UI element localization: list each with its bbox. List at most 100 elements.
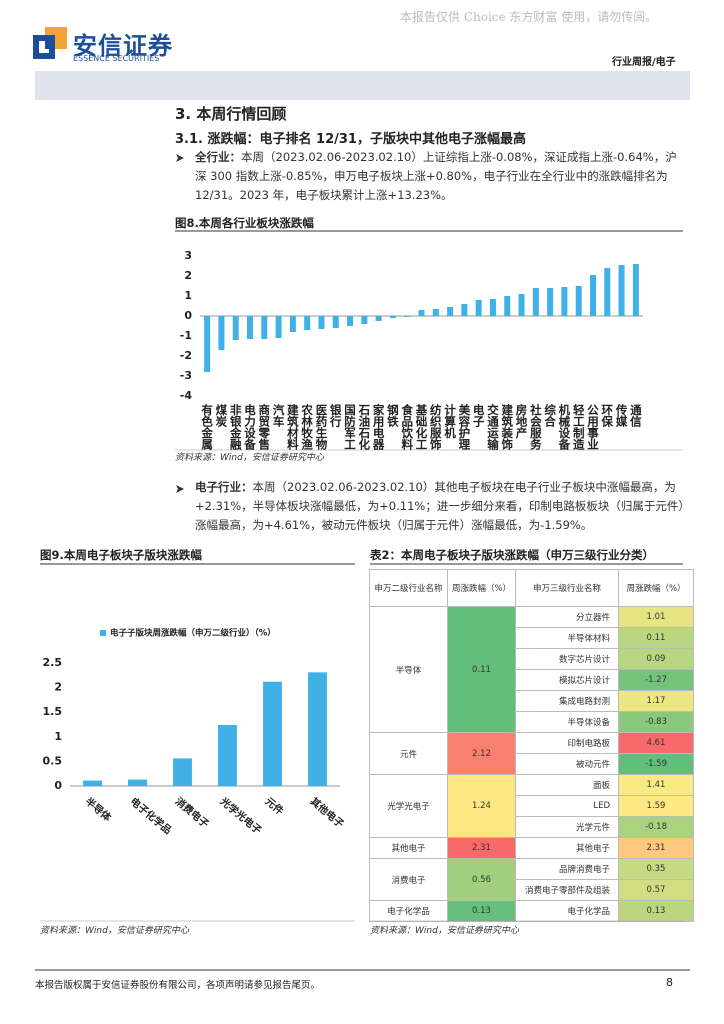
x-tick-label: 元件 xyxy=(263,795,287,818)
heading: 3. 本周行情回顾 xyxy=(175,105,287,123)
bar xyxy=(347,316,354,326)
table-row: 光学光电子 1.24 面板 1.41 xyxy=(369,774,694,838)
table-row: 半导体材料 0.11 xyxy=(370,627,694,649)
x-tick-label: 食品饮料 xyxy=(400,403,414,451)
y-tick-label: 2 xyxy=(184,269,192,282)
bar xyxy=(83,780,102,786)
x-tick-label: 非银金融 xyxy=(229,403,243,451)
x-tick-label: 计算机 xyxy=(443,403,457,439)
bar xyxy=(604,268,611,316)
bar xyxy=(128,779,147,786)
footer-note: 本报告版权属于安信证券股份有限公司，各项声明请参见报告尾页。 xyxy=(35,980,321,991)
logo-cn: 安信证券 xyxy=(73,32,173,60)
bar xyxy=(518,294,525,316)
y-tick-label: -2 xyxy=(180,349,192,362)
header-cell: 周涨跌幅（%） xyxy=(447,569,516,607)
bullet-label: 电子行业： xyxy=(195,480,253,494)
bar xyxy=(375,316,382,321)
x-tick-label: 纺织服饰 xyxy=(429,403,443,451)
bar xyxy=(318,316,325,329)
x-tick-label: 交通运输 xyxy=(486,403,500,451)
bullet-arrow xyxy=(176,154,184,162)
table-title: 表2：本周电子板块子版块涨跌幅（申万三级行业分类） xyxy=(370,548,654,562)
bar xyxy=(504,296,511,316)
sub-value: -1.27 xyxy=(618,669,694,691)
group-name: 消费电子 xyxy=(369,858,448,901)
sub-value: 0.11 xyxy=(618,627,694,649)
bar xyxy=(575,286,582,316)
group-name: 半导体 xyxy=(369,606,448,733)
x-tick-label: 银行 xyxy=(329,403,343,428)
group-value: 0.56 xyxy=(447,858,516,901)
x-tick-label: 轻工制造 xyxy=(572,403,586,451)
y-tick-label: 1 xyxy=(54,730,62,743)
sub-value: 0.13 xyxy=(618,900,694,922)
bar xyxy=(204,316,211,372)
page-number: 8 xyxy=(666,976,673,989)
bar xyxy=(247,316,254,339)
bar xyxy=(418,310,425,316)
x-tick-label: 煤炭 xyxy=(214,403,228,428)
figure-title: 图9.本周电子板块子版块涨跌幅 xyxy=(40,548,202,562)
legend-label: 电子子版块周涨跌幅（申万二级行业）（%） xyxy=(110,628,276,639)
x-tick-label: 汽车 xyxy=(272,403,286,428)
x-tick-label: 机械设备 xyxy=(557,403,571,451)
source: 资料来源：Wind，安信证券研究中心 xyxy=(40,926,189,936)
bar xyxy=(261,316,268,339)
bar xyxy=(173,758,192,786)
bar xyxy=(618,265,625,316)
y-tick-label: -3 xyxy=(180,369,192,382)
x-tick-label: 石油石化 xyxy=(357,404,371,451)
table-row: 消费电子 0.56 品牌消费电子 0.35 xyxy=(369,858,694,901)
y-tick-label: 2.5 xyxy=(43,656,63,669)
figure-title: 图8.本周各行业板块涨跌幅 xyxy=(175,216,314,230)
sub-value: 0.57 xyxy=(618,879,694,901)
group-value: 2.12 xyxy=(447,732,516,775)
x-tick-label: 国防军工 xyxy=(343,403,357,450)
bullet-arrow xyxy=(176,485,184,493)
source: 资料来源：Wind，安信证券研究中心 xyxy=(370,926,519,936)
x-tick-label: 有色金属 xyxy=(200,403,214,451)
x-tick-label: 传媒 xyxy=(615,403,629,428)
x-tick-label: 电力设备 xyxy=(243,403,257,451)
watermark: 本报告仅供 Choice 东方财富 使用，请勿传阅。 xyxy=(400,10,658,24)
y-tick-label: 0 xyxy=(184,309,192,322)
bullet-text: 本周（2023.02.06-2023.02.10）上证综指上涨-0.08%，深证… xyxy=(195,150,677,202)
x-tick-label: 家用电器 xyxy=(372,403,386,451)
y-tick-label: 2 xyxy=(54,681,62,694)
bar xyxy=(389,316,396,318)
sub-value: -0.18 xyxy=(618,816,694,838)
bar xyxy=(218,316,225,350)
table-row: 半导体 0.11 分立器件 1.01 xyxy=(369,606,694,733)
x-tick-label: 建筑材料 xyxy=(286,403,300,451)
table: 申万二级行业名称 周涨跌幅（%） 申万三级行业名称 周涨跌幅（%） 半导体 0.11 分立器… xyxy=(369,569,694,922)
y-tick-label: 1 xyxy=(184,289,192,302)
bullet: 全行业：本周（2023.02.06-2023.02.10）上证综指上涨-0.08… xyxy=(195,148,685,205)
y-tick-label: 0 xyxy=(54,779,62,792)
x-tick-label: 其他电子 xyxy=(308,795,347,831)
x-tick-label: 电子化学品 xyxy=(128,795,175,837)
table-row: 消费电子零部件及组装 0.57 xyxy=(370,879,694,901)
y-tick-label: 0.5 xyxy=(43,754,63,767)
x-tick-label: 通信 xyxy=(629,404,643,428)
x-tick-label: 半导体 xyxy=(83,795,115,825)
bar xyxy=(304,316,311,330)
bar xyxy=(475,300,482,316)
bar xyxy=(461,304,468,316)
sub-value: 4.61 xyxy=(618,732,694,754)
bar xyxy=(432,309,439,316)
bar xyxy=(489,299,496,316)
table-row: 元件 2.12 印制电路板 4.61 xyxy=(369,732,694,775)
bullet-label: 全行业： xyxy=(195,150,241,164)
bar xyxy=(218,724,237,786)
logo-en: ESSENCE SECURITIES xyxy=(73,54,160,63)
source: 资料来源：Wind，安信证券研究中心 xyxy=(175,453,324,463)
bar xyxy=(632,264,639,316)
bar xyxy=(308,672,327,786)
subheading: 3.1. 涨跌幅：电子排名 12/31，子版块中其他电子涨幅最高 xyxy=(175,132,526,147)
x-tick-label: 钢铁 xyxy=(386,403,400,428)
table-row: 半导体设备 -0.83 xyxy=(370,711,694,733)
sub-value: 1.01 xyxy=(618,606,694,628)
